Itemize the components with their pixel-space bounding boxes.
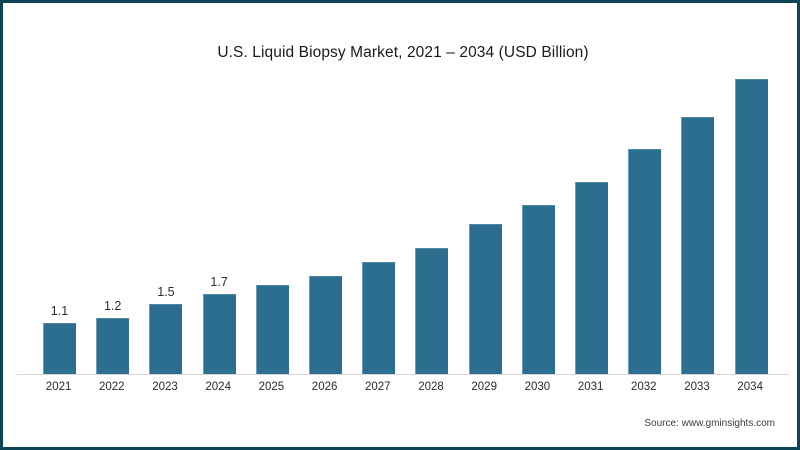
bar-slot xyxy=(33,65,86,374)
bar-slot xyxy=(565,65,618,374)
x-tick-label: 2033 xyxy=(684,381,710,393)
x-tick-label: 2026 xyxy=(311,381,338,393)
x-tick-label: 2027 xyxy=(364,381,391,393)
bar[interactable] xyxy=(575,182,608,374)
bar-slot xyxy=(725,65,778,374)
x-tick-label: 2034 xyxy=(737,381,763,393)
bar-slot xyxy=(618,65,671,374)
bar[interactable] xyxy=(149,303,183,374)
x-axis-line xyxy=(17,374,789,375)
bar[interactable] xyxy=(415,247,449,374)
bar[interactable] xyxy=(255,285,289,374)
x-tick-label: 2031 xyxy=(577,381,604,393)
bar[interactable] xyxy=(521,205,555,374)
bar-slot xyxy=(405,65,458,374)
bar-slot xyxy=(512,65,565,374)
bar-slot xyxy=(352,65,405,374)
x-tick-label: 2030 xyxy=(524,381,551,393)
bar[interactable] xyxy=(681,116,715,374)
x-tick-label: 2024 xyxy=(205,381,231,393)
bar-slot xyxy=(246,65,299,374)
x-tick-label: 2021 xyxy=(45,381,72,393)
x-tick-label: 2029 xyxy=(471,381,497,393)
x-tick-label: 2032 xyxy=(630,381,657,393)
x-tick-label: 2025 xyxy=(258,381,285,393)
bar[interactable] xyxy=(468,224,502,374)
bar-value-label: 1.1 xyxy=(50,303,69,318)
bar-slot xyxy=(459,65,512,374)
bar-slot xyxy=(193,65,246,374)
bar[interactable] xyxy=(43,322,76,374)
bar[interactable] xyxy=(309,275,342,374)
bar-slot xyxy=(671,65,724,374)
bar[interactable] xyxy=(734,79,768,374)
bar[interactable] xyxy=(628,149,662,374)
bar[interactable] xyxy=(202,294,236,374)
bar-slot xyxy=(139,65,192,374)
bar-value-label: 1.5 xyxy=(157,284,175,299)
bar[interactable] xyxy=(362,261,396,374)
source-note: Source: www.gminsights.com xyxy=(644,418,775,429)
bar-slot xyxy=(86,65,139,374)
x-tick-label: 2023 xyxy=(152,381,178,393)
chart-title: U.S. Liquid Biopsy Market, 2021 – 2034 (… xyxy=(217,44,589,61)
bar-value-label: 1.7 xyxy=(210,275,228,290)
x-tick-label: 2028 xyxy=(418,381,444,393)
bar-slot xyxy=(299,65,352,374)
bar-value-label: 1.2 xyxy=(103,298,122,313)
bar[interactable] xyxy=(96,317,130,374)
x-tick-label: 2022 xyxy=(98,381,125,393)
